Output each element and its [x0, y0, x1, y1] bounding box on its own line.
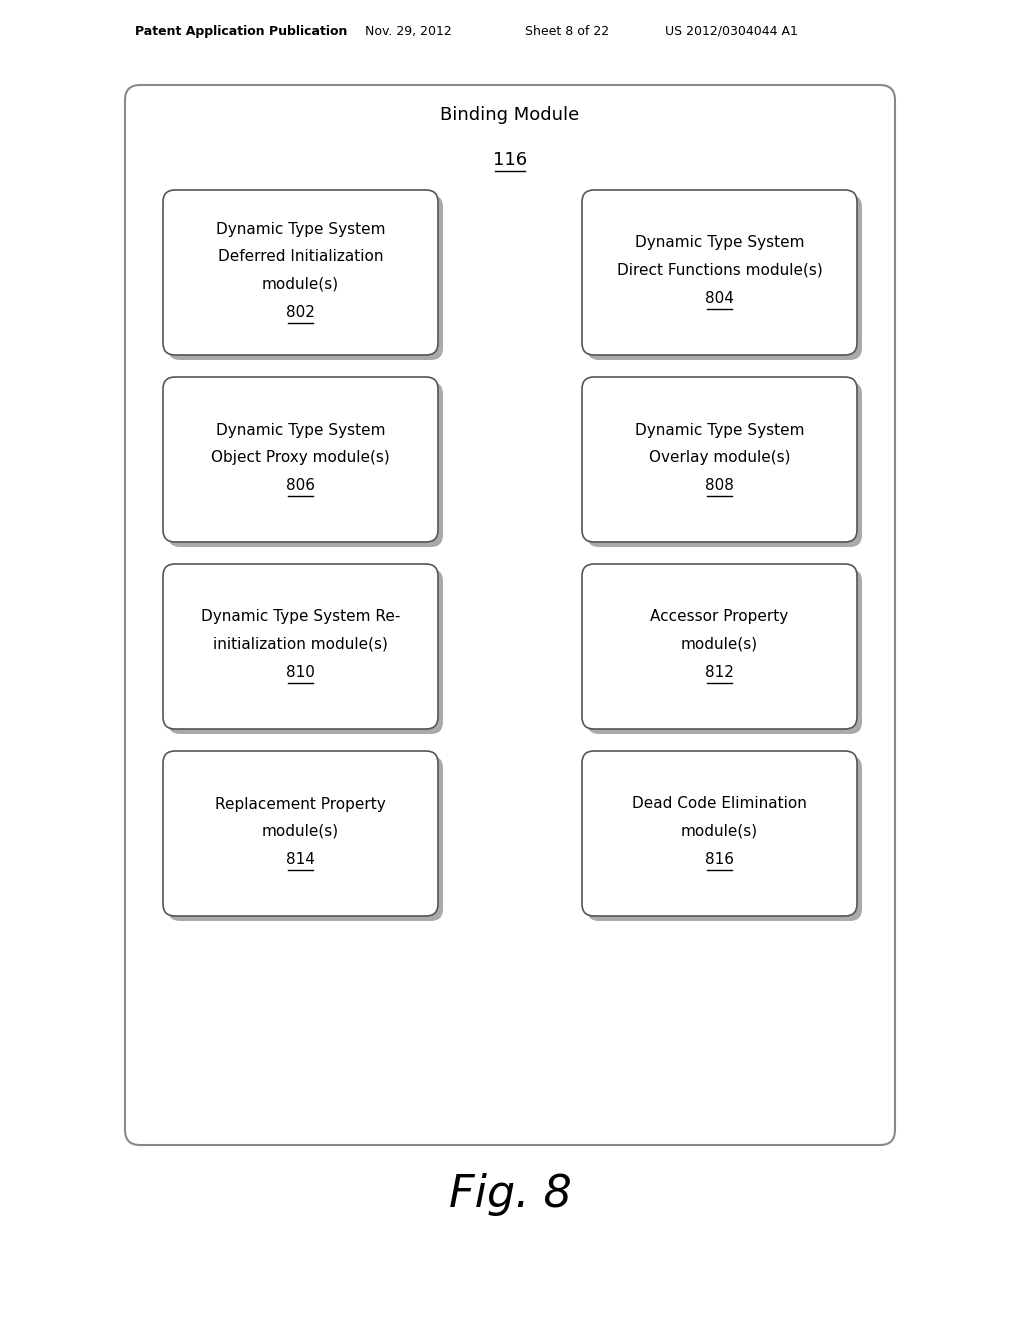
FancyBboxPatch shape — [125, 84, 895, 1144]
Text: US 2012/0304044 A1: US 2012/0304044 A1 — [665, 25, 798, 38]
FancyBboxPatch shape — [582, 751, 857, 916]
FancyBboxPatch shape — [163, 751, 438, 916]
Text: 810: 810 — [286, 665, 315, 681]
Text: Direct Functions module(s): Direct Functions module(s) — [616, 263, 822, 277]
Text: module(s): module(s) — [262, 824, 339, 838]
FancyBboxPatch shape — [168, 381, 443, 546]
Text: Patent Application Publication: Patent Application Publication — [135, 25, 347, 38]
Text: Fig. 8: Fig. 8 — [449, 1173, 571, 1217]
Text: Dynamic Type System: Dynamic Type System — [635, 422, 804, 437]
FancyBboxPatch shape — [163, 190, 438, 355]
FancyBboxPatch shape — [168, 756, 443, 921]
Text: module(s): module(s) — [262, 276, 339, 290]
Text: 808: 808 — [706, 479, 734, 494]
Text: Replacement Property: Replacement Property — [215, 796, 386, 812]
Text: Dynamic Type System: Dynamic Type System — [635, 235, 804, 251]
FancyBboxPatch shape — [168, 569, 443, 734]
FancyBboxPatch shape — [587, 195, 862, 360]
FancyBboxPatch shape — [582, 378, 857, 543]
Text: Nov. 29, 2012: Nov. 29, 2012 — [365, 25, 452, 38]
Text: Dynamic Type System Re-: Dynamic Type System Re- — [201, 610, 400, 624]
FancyBboxPatch shape — [582, 190, 857, 355]
Text: module(s): module(s) — [681, 636, 758, 652]
Text: Deferred Initialization: Deferred Initialization — [218, 249, 383, 264]
Text: 804: 804 — [706, 292, 734, 306]
Text: 116: 116 — [493, 150, 527, 169]
FancyBboxPatch shape — [163, 564, 438, 729]
Text: Binding Module: Binding Module — [440, 106, 580, 124]
Text: 812: 812 — [706, 665, 734, 681]
Text: Dynamic Type System: Dynamic Type System — [216, 222, 385, 238]
FancyBboxPatch shape — [582, 564, 857, 729]
Text: 806: 806 — [286, 479, 315, 494]
Text: 802: 802 — [286, 305, 315, 319]
Text: 816: 816 — [705, 853, 734, 867]
FancyBboxPatch shape — [587, 756, 862, 921]
Text: Object Proxy module(s): Object Proxy module(s) — [211, 450, 390, 465]
FancyBboxPatch shape — [168, 195, 443, 360]
Text: Dead Code Elimination: Dead Code Elimination — [632, 796, 807, 812]
Text: Dynamic Type System: Dynamic Type System — [216, 422, 385, 437]
FancyBboxPatch shape — [163, 378, 438, 543]
FancyBboxPatch shape — [587, 569, 862, 734]
FancyBboxPatch shape — [587, 381, 862, 546]
Text: 814: 814 — [286, 853, 315, 867]
Text: Sheet 8 of 22: Sheet 8 of 22 — [525, 25, 609, 38]
Text: module(s): module(s) — [681, 824, 758, 838]
Text: Accessor Property: Accessor Property — [650, 610, 788, 624]
Text: Overlay module(s): Overlay module(s) — [649, 450, 791, 465]
Text: initialization module(s): initialization module(s) — [213, 636, 388, 652]
